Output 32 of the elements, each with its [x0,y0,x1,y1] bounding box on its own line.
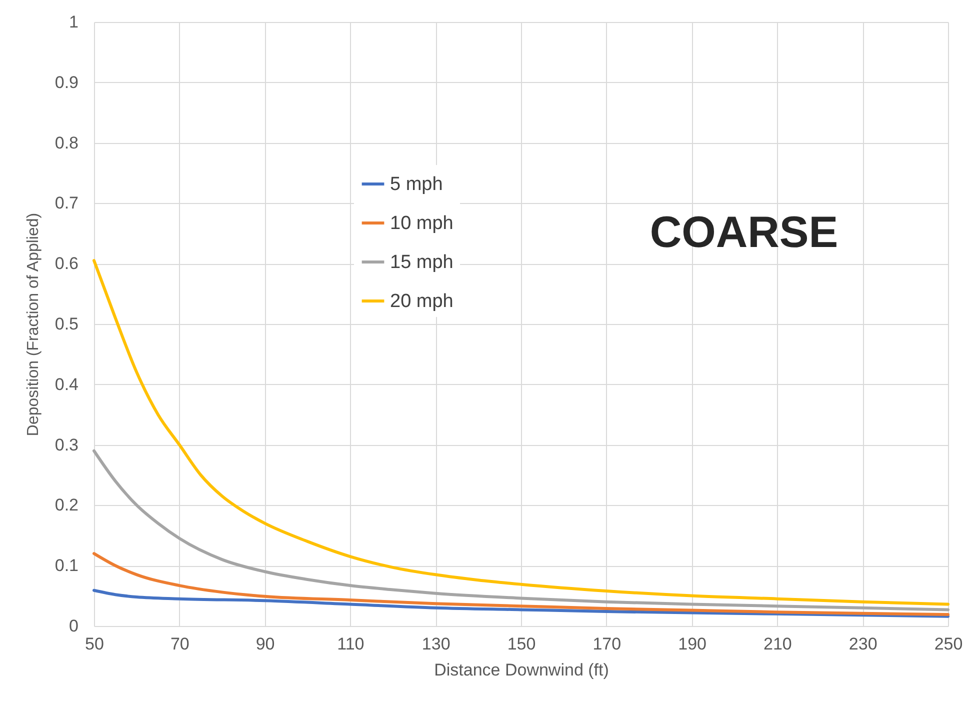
line-series [92,552,950,616]
y-tick-label: 0.8 [54,133,78,152]
x-tick-label: 70 [170,634,190,654]
y-tick-label: 1 [69,12,78,32]
y-tick-label: 0.2 [54,496,78,515]
y-tick-label: 0.3 [54,435,78,454]
x-tick-label: 190 [678,634,706,654]
y-tick-label: 0.7 [54,194,78,213]
legend-label: 10 mph [390,213,454,234]
x-tick-label: 250 [934,634,963,654]
x-tick-label: 110 [337,634,364,654]
x-tick-label: 170 [592,634,622,654]
x-tick-label: 130 [422,634,450,654]
legend-label: 15 mph [390,252,454,273]
x-tick-label: 210 [764,634,792,654]
y-tick-label: 0.6 [54,254,78,274]
legend-label: 5 mph [390,174,443,195]
x-tick-label: 150 [507,634,536,654]
line-series [92,588,950,618]
x-axis-title: Distance Downwind (ft) [434,660,609,680]
line-series [92,449,950,612]
y-tick-label: 0.5 [54,314,78,334]
annotation: COARSE [650,208,838,257]
x-tick-label: 230 [848,634,878,654]
y-tick-label: 0.9 [54,72,78,92]
y-axis-title: Deposition (Fraction of Applied) [24,212,42,436]
x-tick-label: 50 [85,634,104,654]
legend-label: 20 mph [390,291,454,312]
y-tick-label: 0 [69,616,78,636]
y-tick-label: 0.1 [54,556,78,576]
x-tick-label: 90 [256,634,275,654]
y-tick-label: 0.4 [54,374,78,394]
